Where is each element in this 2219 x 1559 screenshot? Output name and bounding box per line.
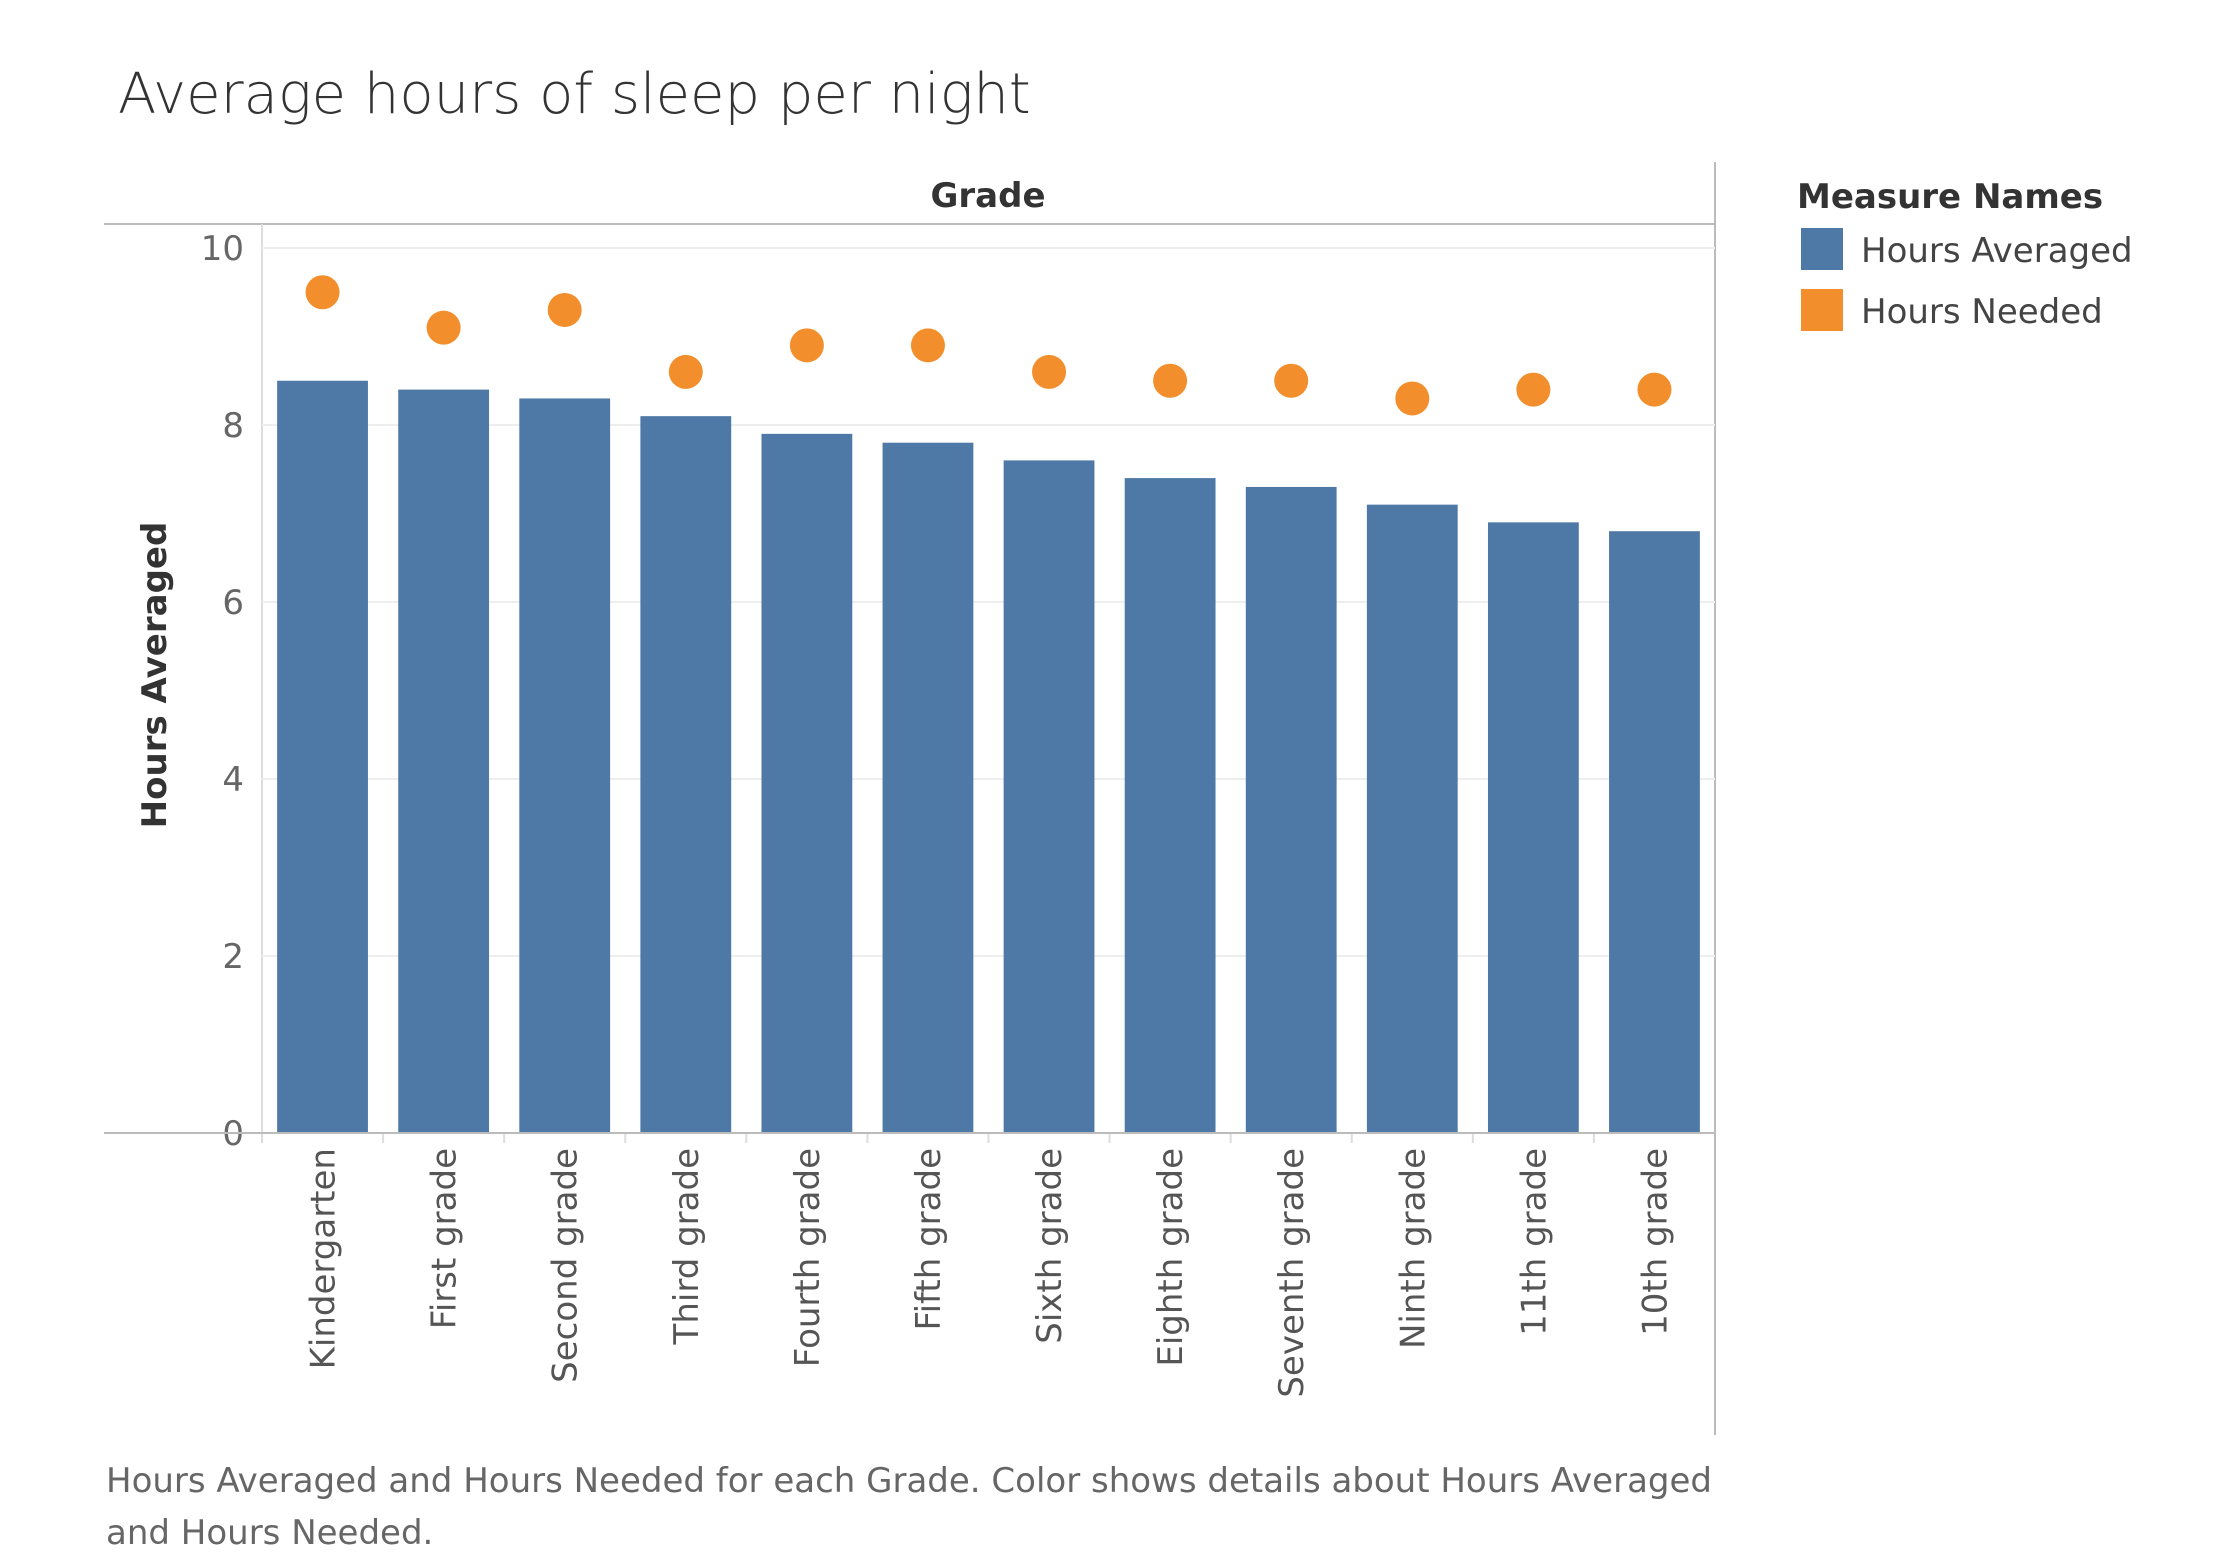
dot-seventh-grade [1274,363,1309,398]
bar-seventh-grade [1245,486,1337,1133]
bar-layer [277,380,1700,1134]
dot-ninth-grade [1395,381,1430,416]
x-tick-label: Ninth grade [1393,1148,1433,1349]
legend-label-hours-averaged: Hours Averaged [1861,231,2133,271]
x-tick-label: 10th grade [1635,1148,1675,1336]
bar-sixth-grade [1003,460,1095,1133]
bar-10th-grade [1609,531,1700,1133]
x-tick-label: Fourth grade [788,1148,828,1367]
dot-fourth-grade [789,328,824,363]
y-axis-label: Hours Averaged [135,522,175,829]
x-tick-label: Fifth grade [909,1148,949,1330]
x-tick-label: Sixth grade [1030,1148,1070,1344]
dot-first-grade [426,310,461,345]
x-tick-label: Third grade [667,1148,707,1345]
bar-fifth-grade [882,442,974,1133]
y-tick-label: 4 [222,760,244,800]
grid-layer [262,247,1715,957]
bar-first-grade [398,389,490,1134]
dot-fifth-grade [910,328,945,363]
y-tick-label: 10 [201,229,244,269]
bar-fourth-grade [761,433,853,1134]
x-tick-label: 11th grade [1514,1148,1554,1336]
bar-kindergarten [277,380,368,1133]
legend-swatch-hours-needed [1801,289,1843,331]
dot-kindergarten [305,275,340,310]
legend-title: Measure Names [1797,177,2103,217]
x-tick-label: Second grade [546,1148,586,1383]
x-tick-label: Eighth grade [1151,1148,1191,1367]
dot-sixth-grade [1032,354,1067,389]
bar-third-grade [640,416,732,1133]
chart-title: Average hours of sleep per night [118,62,1031,127]
x-tick-label: Seventh grade [1272,1148,1312,1398]
dot-second-grade [547,292,582,327]
bar-second-grade [519,398,611,1133]
dot-10th-grade [1637,372,1672,407]
y-tick-label: 8 [222,406,244,446]
bar-11th-grade [1487,522,1579,1133]
dot-layer [305,275,1672,416]
legend-label-hours-needed: Hours Needed [1861,292,2103,332]
y-tick-label: 6 [222,583,244,623]
y-tick-label: 2 [222,937,244,977]
x-tick-layer: Kindergarten First grade Second grade Third… [261,1133,1675,1398]
dot-11th-grade [1516,372,1551,407]
legend-swatch-hours-averaged [1801,228,1843,270]
column-header: Grade [930,176,1045,216]
x-tick-label: Kindergarten [304,1148,344,1369]
chart-caption: Hours Averaged and Hours Needed for each… [106,1461,1712,1553]
bar-ninth-grade [1366,504,1458,1133]
x-tick-label: First grade [425,1148,465,1329]
dot-third-grade [668,354,703,389]
dot-eighth-grade [1153,363,1188,398]
bar-eighth-grade [1124,478,1216,1134]
